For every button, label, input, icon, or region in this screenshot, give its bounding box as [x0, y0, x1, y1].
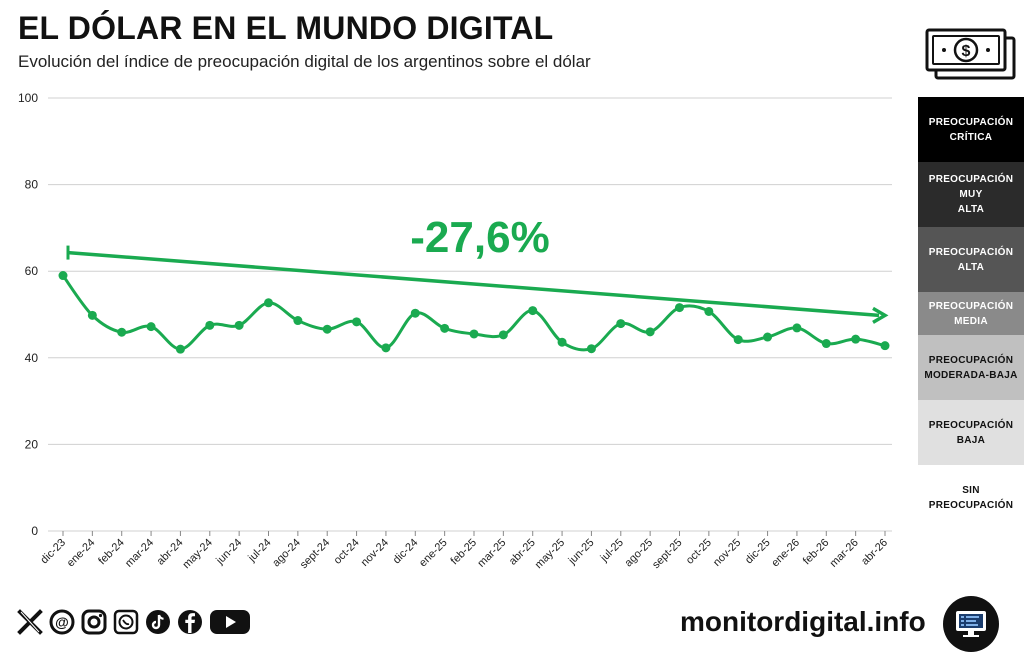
data-point-abr-26 [880, 341, 890, 351]
y-tick-label: 40 [25, 351, 39, 365]
x-tick-label: mar-25 [475, 537, 508, 570]
legend-item-sin: SIN PREOCUPACIÓN [918, 465, 1024, 530]
trend-arrow-head [872, 306, 889, 324]
y-tick-label: 20 [25, 437, 39, 451]
x-tick-label: ene-26 [769, 537, 802, 570]
trend-arrow-line [67, 250, 880, 318]
x-tick-label: mar-26 [828, 537, 861, 570]
legend-item-moderada-baja: PREOCUPACIÓN MODERADA-BAJA [918, 335, 1024, 400]
x-tick-label: ene-25 [417, 537, 450, 570]
x-tick-label: sept-25 [650, 537, 684, 571]
trend-change-label: -27,6% [410, 213, 549, 262]
x-tick-label: ene-24 [65, 537, 98, 570]
data-point-dic-23 [58, 271, 68, 281]
data-point-nov-25 [733, 335, 743, 345]
data-point-feb-24 [117, 327, 127, 337]
x-tick-label: feb-25 [449, 537, 480, 568]
data-point-sept-24 [322, 324, 332, 334]
social-icons: @ [16, 608, 252, 636]
data-point-ene-26 [792, 323, 802, 333]
y-tick-label: 0 [31, 524, 38, 538]
data-point-abr-24 [175, 344, 185, 354]
data-point-mar-25 [498, 330, 508, 340]
x-tick-label: ago-25 [623, 537, 656, 570]
tiktok-icon[interactable] [144, 608, 172, 636]
x-tick-label: ago-24 [270, 537, 303, 570]
website-label[interactable]: monitordigital.info [680, 606, 926, 637]
monitor-logo-icon [943, 596, 999, 652]
data-point-jul-24 [264, 298, 273, 308]
youtube-icon[interactable] [208, 608, 252, 636]
legend-item-alta: PREOCUPACIÓN ALTA [918, 227, 1024, 292]
data-point-feb-26 [821, 339, 831, 349]
x-icon[interactable] [16, 608, 44, 636]
threads-icon[interactable]: @ [48, 608, 76, 636]
data-point-ago-25 [645, 327, 655, 337]
legend: PREOCUPACIÓN CRÍTICA PREOCUPACIÓN MUY ALTA … [918, 97, 1024, 530]
data-point-jun-25 [586, 344, 596, 354]
data-point-mar-24 [146, 322, 156, 332]
chart-title: EL DÓLAR EN EL MUNDO DIGITAL [18, 10, 554, 46]
x-tick-label: dic-25 [743, 537, 773, 567]
data-point-may-25 [557, 337, 567, 347]
whatsapp-icon[interactable] [112, 608, 140, 636]
x-tick-label: dic-23 [38, 537, 68, 567]
data-point-jul-25 [616, 319, 626, 329]
x-tick-label: jun-25 [566, 537, 597, 568]
data-point-ago-24 [293, 316, 303, 326]
data-point-feb-25 [469, 329, 479, 339]
x-tick-label: mar-24 [123, 537, 156, 570]
dollar-bill-icon: $ [924, 26, 1020, 89]
chart-subtitle: Evolución del índice de preocupación dig… [18, 52, 591, 71]
x-tick-label: jun-24 [213, 537, 244, 568]
x-tick-label: feb-26 [801, 537, 832, 568]
data-point-abr-25 [528, 306, 538, 316]
y-tick-label: 60 [25, 264, 39, 278]
x-tick-label: oct-24 [332, 537, 362, 567]
svg-text:@: @ [55, 614, 69, 630]
x-tick-label: abr-26 [859, 537, 890, 568]
series-line [61, 274, 886, 352]
legend-item-muy-alta: PREOCUPACIÓN MUY ALTA [918, 162, 1024, 227]
x-tick-label: sept-24 [298, 537, 332, 571]
x-tick-label: nov-24 [359, 537, 391, 569]
data-point-may-24 [205, 320, 215, 330]
data-point-oct-25 [704, 306, 714, 316]
data-point-jun-24 [234, 320, 244, 330]
svg-text:$: $ [962, 43, 971, 60]
y-tick-label: 100 [18, 91, 38, 105]
x-tick-label: dic-24 [391, 537, 421, 567]
data-point-ene-25 [440, 323, 450, 333]
data-point-mar-26 [851, 334, 861, 344]
data-point-sept-25 [675, 303, 684, 313]
x-tick-label: nov-25 [711, 537, 743, 569]
data-point-ene-24 [87, 310, 97, 320]
data-point-dic-24 [410, 308, 420, 318]
x-tick-label: may-24 [180, 537, 214, 571]
legend-item-critica: PREOCUPACIÓN CRÍTICA [918, 97, 1024, 162]
x-tick-label: feb-24 [96, 537, 127, 568]
facebook-icon[interactable] [176, 608, 204, 636]
instagram-icon[interactable] [80, 608, 108, 636]
data-point-oct-24 [352, 317, 362, 327]
x-tick-label: oct-25 [684, 537, 714, 567]
legend-item-media: PREOCUPACIÓN MEDIA [918, 292, 1024, 335]
data-point-nov-24 [381, 343, 391, 353]
y-tick-label: 80 [25, 178, 39, 192]
data-point-dic-25 [763, 332, 773, 342]
legend-item-baja: PREOCUPACIÓN BAJA [918, 400, 1024, 465]
x-tick-label: may-25 [533, 537, 567, 571]
